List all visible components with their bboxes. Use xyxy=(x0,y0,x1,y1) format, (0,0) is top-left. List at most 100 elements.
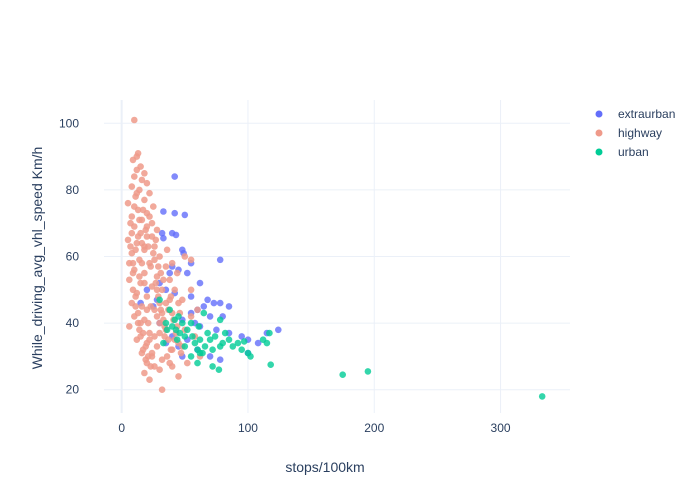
legend-label: extraurban xyxy=(618,107,675,121)
data-point xyxy=(132,246,139,254)
y-tick-label: 100 xyxy=(59,116,79,130)
data-point xyxy=(143,223,151,230)
x-axis-ticks: 0 100 200 300 xyxy=(118,421,511,435)
data-point xyxy=(157,269,165,277)
data-point xyxy=(146,329,153,337)
data-point xyxy=(151,256,158,264)
data-point xyxy=(146,213,153,220)
data-point xyxy=(129,269,137,277)
data-point xyxy=(195,323,202,330)
data-point xyxy=(126,323,133,330)
legend-label: highway xyxy=(618,126,662,140)
data-point xyxy=(131,116,138,124)
data-point xyxy=(146,376,153,384)
data-point xyxy=(179,296,186,304)
data-point xyxy=(213,326,220,334)
data-point xyxy=(209,363,216,370)
data-point xyxy=(160,234,167,242)
data-point xyxy=(124,199,132,207)
data-point xyxy=(166,276,173,284)
data-point xyxy=(162,319,170,327)
data-point xyxy=(153,313,161,320)
data-point xyxy=(204,296,211,304)
legend-item-highway[interactable]: highway xyxy=(595,126,663,140)
series-urban xyxy=(156,296,546,400)
data-point xyxy=(172,231,180,239)
data-point xyxy=(167,346,175,354)
data-point xyxy=(187,353,195,360)
data-point xyxy=(129,156,137,164)
data-point xyxy=(127,219,134,227)
x-tick-label: 200 xyxy=(364,421,384,435)
data-point xyxy=(209,346,216,354)
y-tick-label: 80 xyxy=(66,183,80,197)
legend-marker xyxy=(595,148,603,156)
data-point xyxy=(194,359,201,367)
data-point xyxy=(160,208,167,215)
y-tick-label: 20 xyxy=(66,383,80,397)
data-points xyxy=(124,116,546,400)
data-point xyxy=(216,316,224,324)
data-point xyxy=(143,293,151,300)
data-point xyxy=(196,349,204,357)
data-point xyxy=(147,363,154,370)
data-point xyxy=(187,286,195,294)
data-point xyxy=(152,279,160,287)
data-point xyxy=(179,319,186,327)
data-point xyxy=(132,293,139,300)
legend: extraurban highway urban xyxy=(595,107,676,159)
data-point xyxy=(206,353,214,360)
data-point xyxy=(187,256,195,264)
data-point xyxy=(275,326,282,334)
data-point xyxy=(196,279,204,287)
data-point xyxy=(267,361,275,369)
data-point xyxy=(133,239,141,247)
data-point xyxy=(158,386,166,394)
data-point xyxy=(136,273,143,280)
data-point xyxy=(151,333,158,340)
data-point xyxy=(215,366,223,374)
data-point xyxy=(133,166,141,174)
x-tick-label: 300 xyxy=(491,421,511,435)
data-point xyxy=(163,326,171,334)
data-point xyxy=(206,336,214,344)
data-point xyxy=(146,189,153,197)
data-point xyxy=(141,170,148,177)
data-point xyxy=(196,336,204,344)
legend-marker xyxy=(595,110,603,118)
data-point xyxy=(160,339,167,347)
data-point xyxy=(221,329,229,337)
x-tick-label: 0 xyxy=(118,421,125,435)
data-point xyxy=(259,336,267,344)
data-point xyxy=(126,259,133,267)
data-point xyxy=(134,309,142,317)
legend-item-extraurban[interactable]: extraurban xyxy=(595,107,676,121)
data-point xyxy=(132,303,139,310)
data-point xyxy=(158,229,166,237)
data-point xyxy=(204,329,211,337)
data-point xyxy=(171,316,178,324)
data-point xyxy=(189,333,196,340)
data-point xyxy=(206,313,214,320)
data-point xyxy=(124,236,132,244)
y-tick-label: 40 xyxy=(66,316,80,330)
data-point xyxy=(216,343,224,350)
legend-item-urban[interactable]: urban xyxy=(595,145,649,159)
data-point xyxy=(175,373,182,380)
legend-marker xyxy=(595,129,603,137)
data-point xyxy=(234,339,242,347)
data-point xyxy=(156,253,163,260)
data-point xyxy=(153,226,161,234)
data-point xyxy=(150,249,157,257)
data-point xyxy=(210,299,218,307)
y-tick-label: 60 xyxy=(66,250,80,264)
grid-lines xyxy=(104,100,570,413)
data-point xyxy=(238,333,245,340)
data-point xyxy=(139,206,147,214)
data-point xyxy=(181,333,189,340)
data-point xyxy=(137,319,144,327)
data-point xyxy=(156,366,163,374)
data-point xyxy=(216,299,224,307)
data-point xyxy=(171,286,178,294)
